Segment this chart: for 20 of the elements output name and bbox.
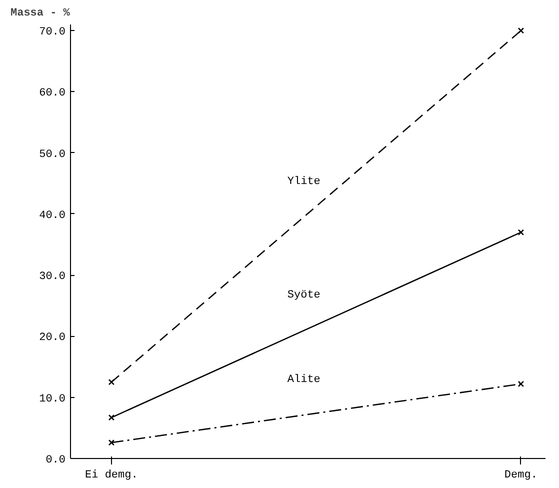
text: Alite xyxy=(287,374,320,386)
y-tick-label: 0.0 xyxy=(46,454,66,466)
x-tick-label: Ei demg. xyxy=(85,470,138,482)
point xyxy=(518,229,524,236)
point xyxy=(518,27,524,34)
y-tick-label: 50.0 xyxy=(39,148,66,161)
point xyxy=(518,380,524,388)
y-tick-label: 60.0 xyxy=(39,88,66,100)
series-label: Syöte xyxy=(287,289,320,302)
y-tick-label: 30.0 xyxy=(39,271,66,284)
point xyxy=(108,439,115,446)
y-tick-label: 70.0 xyxy=(39,26,66,39)
series-label: Ylite xyxy=(287,176,320,188)
y-tick-label: 40.0 xyxy=(39,210,66,222)
point xyxy=(108,414,115,421)
y-tick-label: 20.0 xyxy=(39,332,66,344)
y-tick-label: 10.0 xyxy=(39,393,66,406)
y-axis-title: Massa - % xyxy=(10,8,70,20)
x-tick-label: Demg. xyxy=(504,470,538,482)
point xyxy=(108,378,115,386)
